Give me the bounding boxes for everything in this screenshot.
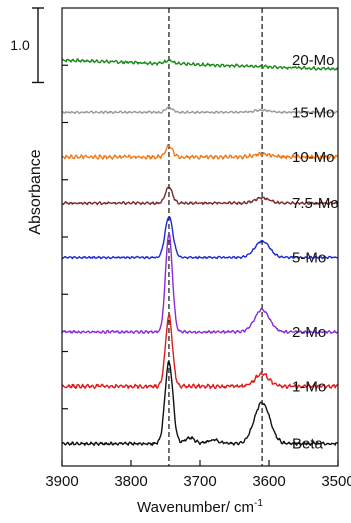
series-line-20-mo xyxy=(61,58,339,71)
scale-bar: 1.0 xyxy=(10,7,44,84)
reference-lines xyxy=(168,8,263,466)
x-tick-label-3900: 3900 xyxy=(45,473,78,490)
x-axis-title-superscript: -1 xyxy=(254,498,263,509)
scale-bar-label: 1.0 xyxy=(10,37,30,53)
series-label-beta: Beta xyxy=(292,436,324,453)
series-line-5-mo xyxy=(61,216,339,260)
x-tick-label-3700: 3700 xyxy=(183,473,216,490)
series-labels: 20-Mo 15-Mo 10-Mo 7.5-Mo 5-Mo 2-Mo 1-Mo Beta xyxy=(292,52,339,453)
series-lines xyxy=(61,58,339,446)
x-tick-label-3600: 3600 xyxy=(252,473,285,490)
x-tick-label-3500: 3500 xyxy=(321,473,351,490)
series-line-10-mo xyxy=(61,144,339,160)
series-line-7-5-mo xyxy=(61,186,339,206)
x-axis-title: Wavenumber/ cm-1 xyxy=(137,498,263,516)
series-label-1-mo: 1-Mo xyxy=(292,378,326,395)
series-label-5-mo: 5-Mo xyxy=(292,249,326,266)
y-axis-title: Absorbance xyxy=(27,149,44,234)
series-line-2-mo xyxy=(61,233,339,335)
x-tick-label-3800: 3800 xyxy=(114,473,147,490)
plot-frame xyxy=(61,7,339,467)
series-line-beta xyxy=(61,360,339,446)
series-label-2-mo: 2-Mo xyxy=(292,324,326,341)
x-axis-title-text: Wavenumber/ cm xyxy=(137,499,254,516)
y-axis-ticks xyxy=(62,64,68,410)
series-label-20-mo: 20-Mo xyxy=(292,52,335,69)
series-label-7-5-mo: 7.5-Mo xyxy=(292,195,339,212)
series-label-10-mo: 10-Mo xyxy=(292,149,335,166)
x-axis-ticks: 3900 3800 3700 3600 3500 xyxy=(45,460,351,490)
series-label-15-mo: 15-Mo xyxy=(292,104,335,121)
series-line-1-mo xyxy=(61,314,339,390)
series-line-15-mo xyxy=(61,105,339,115)
